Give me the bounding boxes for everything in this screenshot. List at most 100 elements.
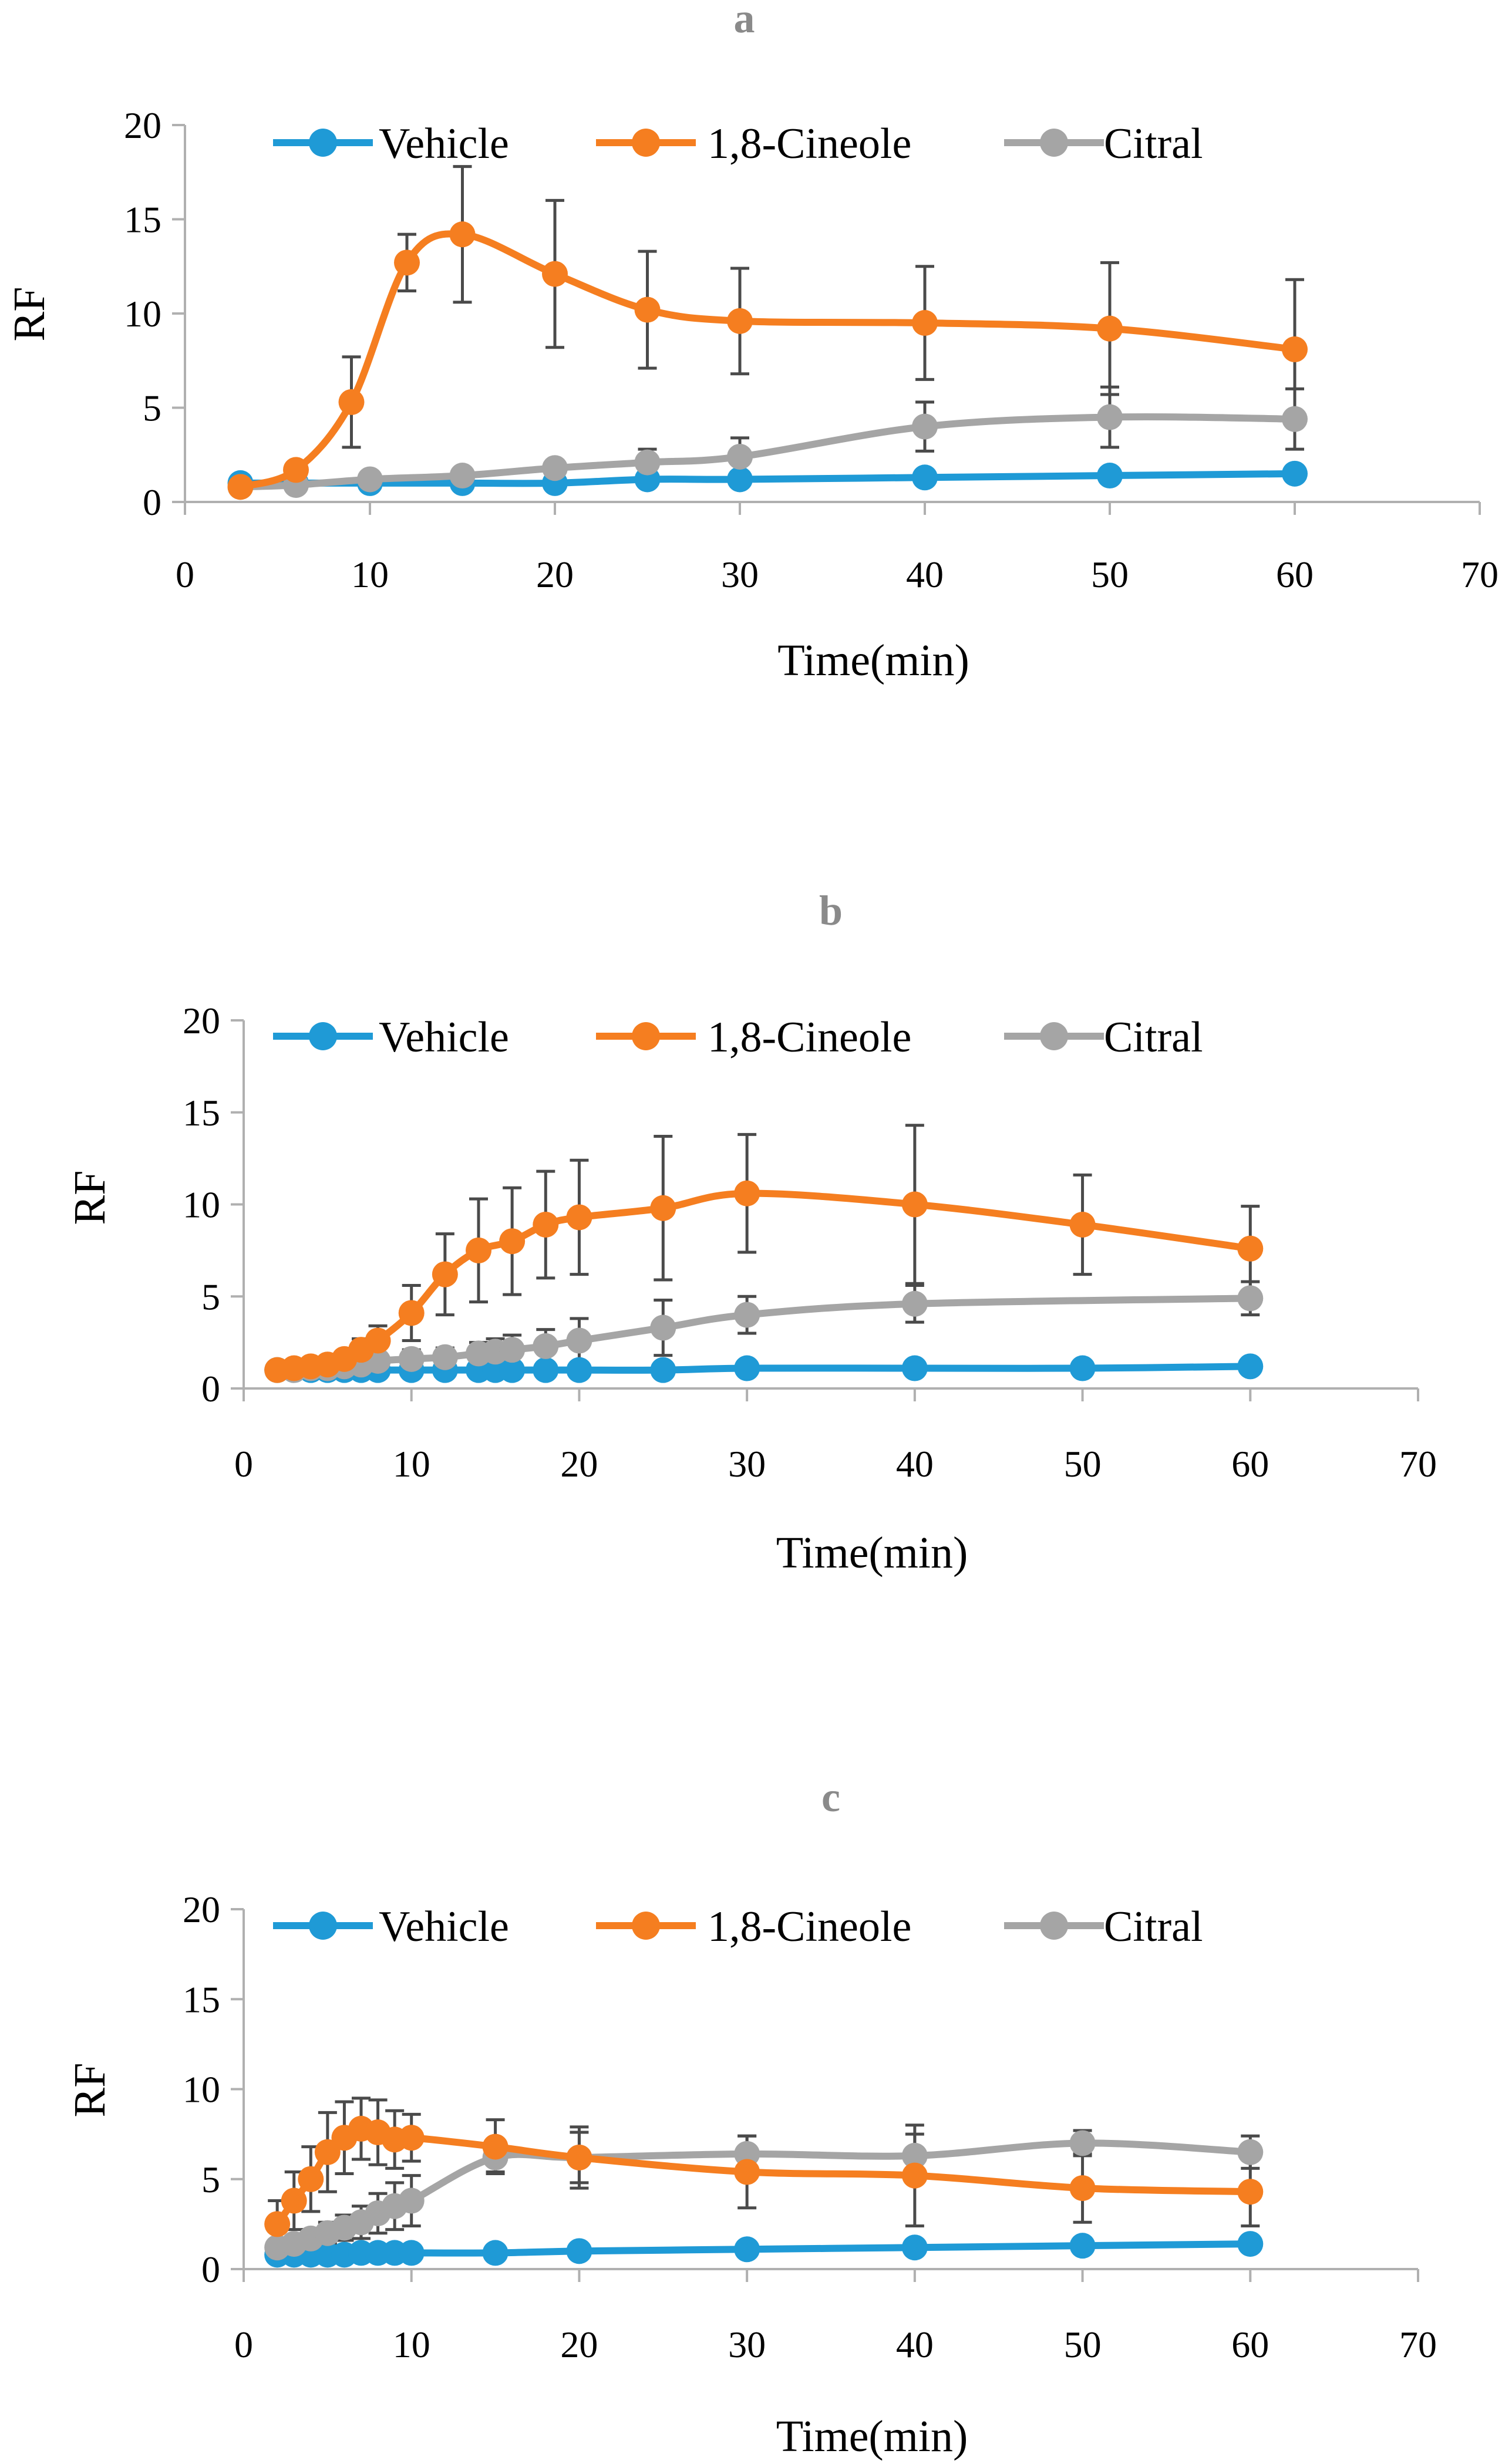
x-tick-label: 0 [234,1443,253,1485]
data-point [499,1357,526,1383]
data-point [466,1237,491,1263]
data-point [901,1290,928,1317]
data-point [566,1327,592,1354]
data-point [901,2142,928,2169]
y-tick-label: 20 [124,105,161,146]
data-point [432,1261,458,1287]
legend-item: 1,8-Cineole [596,1013,911,1061]
data-point [398,2125,425,2151]
legend-label: Citral [1104,1013,1203,1061]
x-tick-label: 60 [1276,554,1314,595]
data-point [357,466,383,493]
data-point [338,389,365,415]
data-point [499,1228,526,1255]
data-point [734,1355,760,1381]
legend-label: Vehicle [379,1013,509,1061]
data-point [912,413,938,440]
legend-item: Citral [1004,1903,1203,1951]
legend-swatch-marker [1040,1912,1068,1940]
y-tick-label: 10 [183,2069,220,2111]
y-tick-label: 10 [183,1184,220,1226]
x-axis-title: Time(min) [776,2412,968,2461]
legend-label: Vehicle [379,120,509,168]
legend-swatch-marker [632,129,660,157]
data-point [533,1333,559,1359]
data-point [727,443,753,470]
data-point [650,1195,676,1221]
data-point [1237,2139,1264,2165]
data-point [432,1344,458,1370]
data-point [398,2240,425,2266]
y-tick-label: 0 [143,481,161,523]
x-tick-label: 50 [1064,1443,1102,1485]
data-point [533,1357,559,1383]
data-point [901,1191,928,1218]
x-tick-label: 0 [234,2324,253,2365]
y-tick-label: 15 [124,199,161,241]
data-point [449,221,476,248]
data-point [499,1337,526,1363]
data-point [734,1302,760,1328]
legend-swatch-marker [309,1912,337,1940]
data-point [1282,406,1308,432]
data-point [1097,404,1123,430]
data-point [1069,2233,1096,2259]
x-tick-label: 30 [721,554,759,595]
data-point [449,463,476,489]
data-point [482,2133,509,2160]
x-tick-label: 70 [1461,554,1498,595]
y-tick-label: 20 [183,1000,220,1041]
data-point [298,2166,324,2192]
x-axis-title: Time(min) [776,1528,968,1578]
series-line-citral [274,2139,1254,2251]
data-point [398,2187,425,2214]
chart-panel-c: c 0 5 10 15 20 0 10 20 30 40 50 60 70 Time(min) RF Vehic… [65,1774,1437,2461]
legend-label: Citral [1104,120,1203,168]
data-point [912,310,938,336]
x-tick-label: 70 [1399,1443,1437,1485]
x-tick-label: 40 [906,554,944,595]
chart-panel-a: a 0 5 10 15 20 0 10 20 30 40 50 60 70 Time(min) RF Vehic… [5,0,1498,685]
data-point [650,1314,676,1341]
data-point [314,2139,341,2165]
x-tick-label: 50 [1064,2324,1102,2365]
x-tick-label: 0 [176,554,194,595]
data-point [1237,1353,1264,1380]
data-point [542,261,568,287]
data-point [1069,2130,1096,2156]
data-point [1069,2175,1096,2202]
data-point [634,449,661,476]
panel-label: c [821,1774,840,1821]
data-point [394,250,420,276]
data-point [734,1180,760,1206]
data-point [482,2240,509,2266]
y-tick-label: 5 [201,1276,220,1317]
legend-label: 1,8-Cineole [708,120,911,168]
data-point [264,2211,291,2237]
x-tick-label: 50 [1091,554,1129,595]
y-tick-label: 0 [201,1368,220,1410]
data-point [542,455,568,481]
data-point [1237,1235,1264,1262]
data-point [650,1357,676,1383]
data-point [566,2144,592,2170]
x-tick-label: 70 [1399,2324,1437,2365]
x-tick-label: 30 [728,1443,766,1485]
data-point [734,2236,760,2263]
legend-swatch-marker [309,129,337,157]
legend-label: Citral [1104,1903,1203,1951]
panel-label: a [734,0,755,42]
data-point [281,2187,307,2214]
data-point [912,464,938,491]
y-axis-title: RF [5,287,54,342]
data-point [1237,2179,1264,2205]
x-tick-label: 10 [393,2324,430,2365]
x-tick-label: 10 [351,554,389,595]
legend-label: 1,8-Cineole [708,1013,911,1061]
legend-swatch-marker [309,1022,337,1050]
data-point [901,2162,928,2189]
data-point [283,457,309,483]
data-point [734,2159,760,2185]
legend-item: Vehicle [273,1013,509,1061]
legend-item: 1,8-Cineole [596,120,911,168]
